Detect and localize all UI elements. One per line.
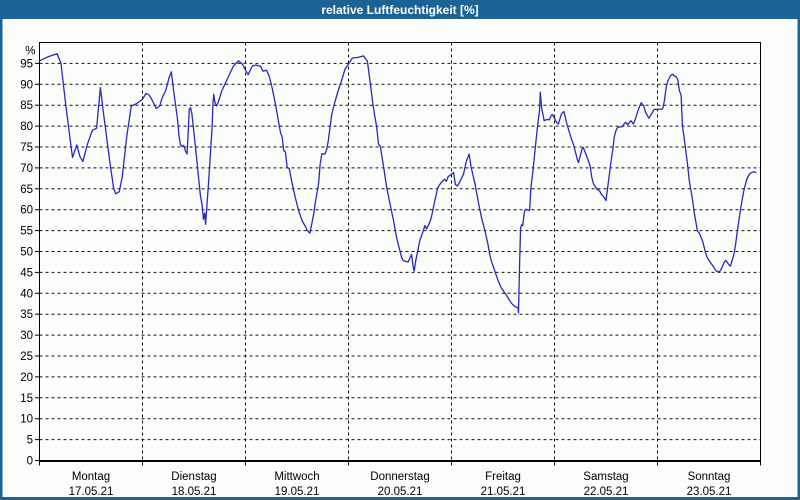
title-bar: relative Luftfeuchtigkeit [%]	[0, 0, 800, 19]
y-tick-label: 20	[20, 372, 33, 384]
y-axis-unit-label: %	[25, 45, 35, 57]
day-date-label: 20.05.21	[378, 486, 423, 498]
day-date-label: 18.05.21	[172, 486, 217, 498]
y-tick-label: 25	[20, 351, 33, 363]
y-tick-label: 75	[20, 142, 33, 154]
y-tick-label: 40	[20, 288, 33, 300]
humidity-line	[38, 53, 757, 314]
day-date-label: 23.05.21	[687, 486, 732, 498]
y-tick-label: 90	[20, 79, 33, 91]
frame-bottom	[0, 497, 800, 500]
frame-right	[797, 19, 800, 500]
y-tick-label: 45	[20, 267, 33, 279]
window-title: relative Luftfeuchtigkeit [%]	[321, 2, 479, 17]
day-name-label: Donnerstag	[370, 471, 429, 483]
frame-left	[0, 19, 3, 500]
y-tick-label: 5	[27, 435, 33, 447]
y-tick-label: 10	[20, 414, 33, 426]
day-date-label: 19.05.21	[275, 486, 320, 498]
y-tick-label: 35	[20, 309, 33, 321]
day-name-label: Samstag	[583, 471, 628, 483]
day-date-label: 17.05.21	[69, 486, 114, 498]
day-date-label: 21.05.21	[481, 486, 526, 498]
day-name-label: Mittwoch	[274, 471, 319, 483]
y-tick-label: 70	[20, 163, 33, 175]
day-name-label: Sonntag	[688, 471, 731, 483]
y-tick-label: 15	[20, 393, 33, 405]
day-name-label: Montag	[72, 471, 110, 483]
y-tick-label: 0	[27, 456, 33, 468]
y-tick-label: 95	[20, 58, 33, 70]
y-tick-label: 65	[20, 184, 33, 196]
day-name-label: Freitag	[485, 471, 521, 483]
y-tick-label: 55	[20, 226, 33, 238]
y-tick-label: 85	[20, 100, 33, 112]
y-tick-label: 60	[20, 205, 33, 217]
y-tick-label: 80	[20, 121, 33, 133]
y-tick-label: 50	[20, 247, 33, 259]
day-name-label: Dienstag	[171, 471, 216, 483]
day-date-label: 22.05.21	[584, 486, 629, 498]
y-tick-label: 30	[20, 330, 33, 342]
